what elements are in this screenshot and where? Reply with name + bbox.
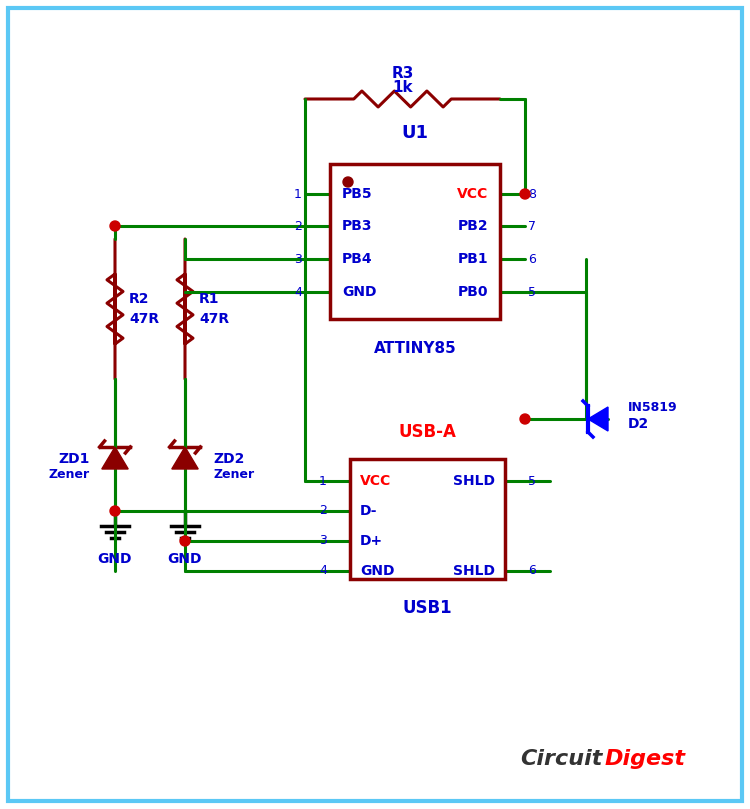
Text: GND: GND [360,564,394,578]
Text: PB2: PB2 [458,219,488,233]
Text: 47R: 47R [199,312,230,326]
Text: ZD1: ZD1 [58,452,90,466]
Text: SHLD: SHLD [453,564,495,578]
Text: 2: 2 [294,219,302,232]
Text: Zener: Zener [213,468,254,481]
Text: 3: 3 [320,535,327,548]
Text: 8: 8 [528,188,536,201]
Text: PB0: PB0 [458,285,488,299]
Circle shape [520,189,530,199]
Text: ZD2: ZD2 [213,452,244,466]
Text: 4: 4 [320,565,327,578]
Text: R2: R2 [129,292,149,306]
Text: 5: 5 [528,286,536,299]
Polygon shape [172,447,198,469]
Circle shape [520,414,530,424]
Text: Zener: Zener [49,468,90,481]
Text: PB1: PB1 [458,252,488,266]
Text: 7: 7 [528,219,536,232]
Text: 2: 2 [320,505,327,518]
Text: VCC: VCC [457,187,488,201]
Text: 4: 4 [294,286,302,299]
Text: D-: D- [360,504,377,518]
Text: USB-A: USB-A [398,423,457,441]
Text: ATTINY85: ATTINY85 [374,341,456,356]
Text: 1: 1 [294,188,302,201]
Text: 1: 1 [320,475,327,488]
Text: D+: D+ [360,534,383,548]
Polygon shape [588,407,608,431]
Text: 3: 3 [294,252,302,265]
Bar [330,164,500,319]
Circle shape [110,506,120,516]
Text: VCC: VCC [360,474,392,488]
Polygon shape [102,447,128,469]
Text: IN5819: IN5819 [628,400,678,413]
Text: SHLD: SHLD [453,474,495,488]
Text: U1: U1 [401,124,428,142]
Circle shape [343,177,353,187]
Bar [350,459,505,579]
Text: Circuit: Circuit [520,749,602,769]
Text: GND: GND [168,552,202,566]
Text: PB5: PB5 [342,187,373,201]
Text: R1: R1 [199,292,220,306]
Text: USB1: USB1 [403,599,452,617]
Text: 5: 5 [528,475,536,488]
Text: R3: R3 [392,66,414,81]
Text: Digest: Digest [605,749,686,769]
Text: 47R: 47R [129,312,159,326]
Text: PB3: PB3 [342,219,373,233]
Text: GND: GND [342,285,376,299]
Text: 6: 6 [528,252,536,265]
Text: 1k: 1k [392,80,412,95]
Text: D2: D2 [628,417,650,431]
Circle shape [180,536,190,546]
Text: 6: 6 [528,565,536,578]
Text: PB4: PB4 [342,252,373,266]
Circle shape [110,221,120,231]
Text: GND: GND [98,552,132,566]
